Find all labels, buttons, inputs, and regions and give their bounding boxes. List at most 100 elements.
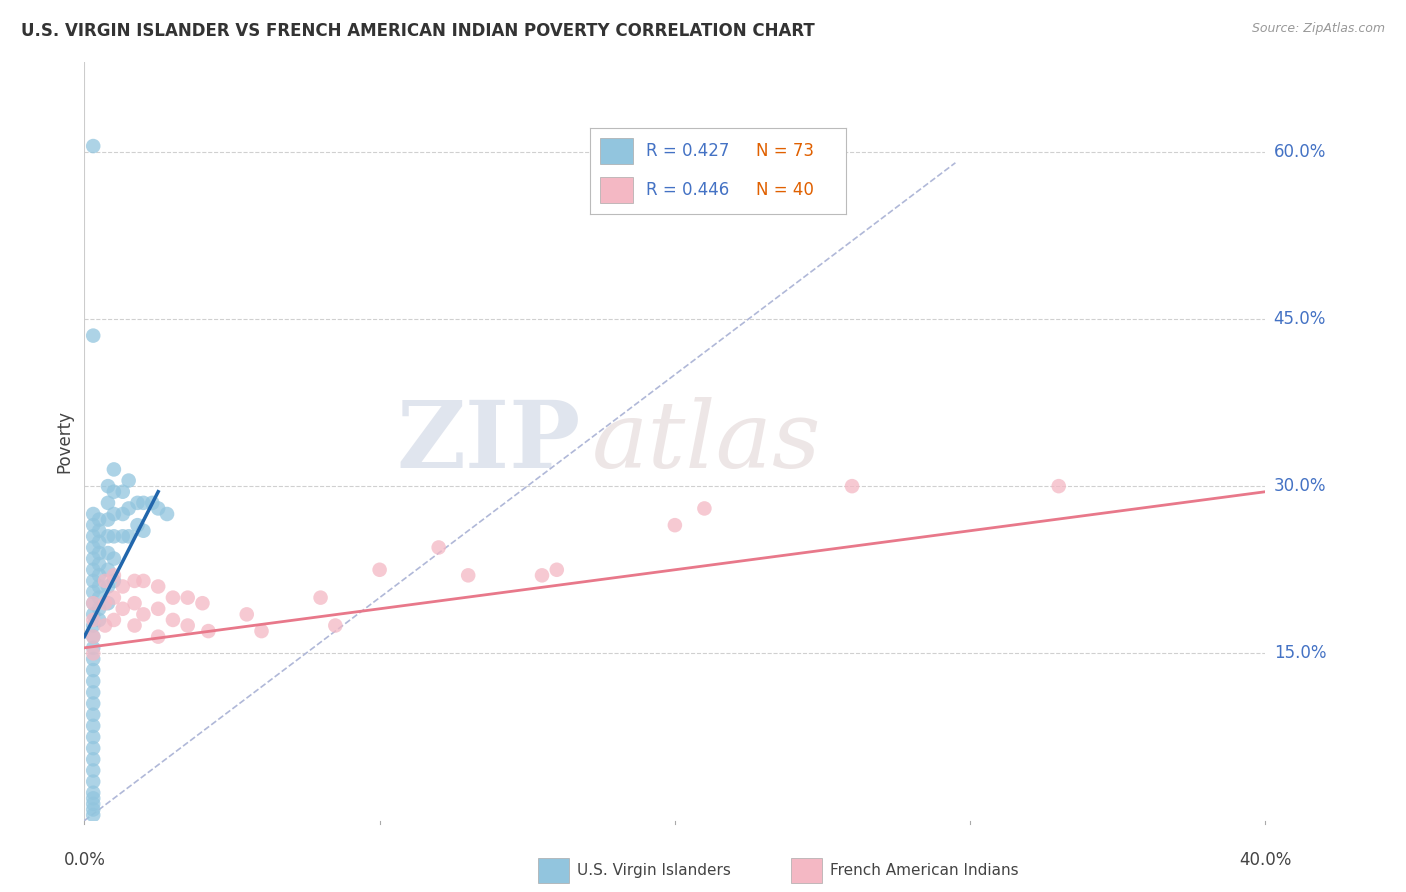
Point xyxy=(127,496,149,510)
Point xyxy=(82,563,104,577)
Point xyxy=(82,685,104,699)
Point xyxy=(97,563,120,577)
Point xyxy=(103,507,125,521)
Point xyxy=(82,730,104,744)
Point xyxy=(111,507,134,521)
Point xyxy=(82,646,104,660)
Point xyxy=(87,591,111,605)
Point xyxy=(87,602,111,616)
Point xyxy=(191,596,214,610)
Point xyxy=(87,613,111,627)
Point xyxy=(82,652,104,666)
Point xyxy=(82,752,104,766)
Point xyxy=(87,557,111,572)
Text: 45.0%: 45.0% xyxy=(1274,310,1326,328)
Point xyxy=(103,613,125,627)
Point xyxy=(127,518,149,533)
Point xyxy=(664,518,686,533)
Point xyxy=(82,518,104,533)
Point xyxy=(82,585,104,599)
Point xyxy=(97,479,120,493)
Point xyxy=(132,496,155,510)
Point xyxy=(156,507,179,521)
Y-axis label: Poverty: Poverty xyxy=(55,410,73,473)
Point xyxy=(82,541,104,555)
Point xyxy=(82,529,104,543)
Point xyxy=(82,596,104,610)
Point xyxy=(693,501,716,516)
FancyBboxPatch shape xyxy=(600,178,633,203)
Point xyxy=(82,551,104,566)
Point xyxy=(82,808,104,822)
Point xyxy=(82,613,104,627)
Point xyxy=(111,484,134,499)
Text: N = 40: N = 40 xyxy=(756,181,814,199)
Point xyxy=(132,524,155,538)
Point xyxy=(427,541,450,555)
Point xyxy=(82,707,104,722)
Point xyxy=(82,328,104,343)
Point xyxy=(82,663,104,677)
Point xyxy=(87,546,111,560)
Point xyxy=(82,791,104,805)
Point xyxy=(118,529,141,543)
Text: N = 73: N = 73 xyxy=(756,142,814,160)
Text: Source: ZipAtlas.com: Source: ZipAtlas.com xyxy=(1251,22,1385,36)
Point xyxy=(111,602,134,616)
Point xyxy=(124,574,146,588)
Point xyxy=(103,568,125,582)
Text: R = 0.427: R = 0.427 xyxy=(647,142,730,160)
Text: 0.0%: 0.0% xyxy=(63,851,105,869)
Point xyxy=(82,774,104,789)
Point xyxy=(132,607,155,622)
Point xyxy=(94,596,117,610)
Point xyxy=(250,624,273,639)
Point xyxy=(103,529,125,543)
Point xyxy=(82,697,104,711)
Point xyxy=(1047,479,1070,493)
Text: R = 0.446: R = 0.446 xyxy=(647,181,730,199)
Text: 40.0%: 40.0% xyxy=(1239,851,1292,869)
Point xyxy=(82,596,104,610)
Point xyxy=(82,607,104,622)
Point xyxy=(82,674,104,689)
Point xyxy=(82,719,104,733)
Point xyxy=(148,501,170,516)
Point xyxy=(97,529,120,543)
Point xyxy=(82,574,104,588)
Point xyxy=(236,607,259,622)
Point xyxy=(97,596,120,610)
Point xyxy=(82,786,104,800)
Point xyxy=(368,563,391,577)
Point xyxy=(103,462,125,476)
Point xyxy=(97,580,120,594)
Point xyxy=(118,501,141,516)
Point xyxy=(103,484,125,499)
Point xyxy=(148,630,170,644)
Point xyxy=(177,591,200,605)
Text: 30.0%: 30.0% xyxy=(1274,477,1326,495)
Point xyxy=(111,529,134,543)
Point xyxy=(82,630,104,644)
Point xyxy=(87,512,111,526)
Point xyxy=(103,551,125,566)
Point xyxy=(111,580,134,594)
Point xyxy=(82,630,104,644)
Point xyxy=(82,618,104,632)
Point xyxy=(148,580,170,594)
Point xyxy=(87,580,111,594)
Point xyxy=(87,535,111,549)
Point xyxy=(97,496,120,510)
Point xyxy=(141,496,163,510)
Point xyxy=(177,618,200,632)
Text: ZIP: ZIP xyxy=(396,397,581,486)
Text: U.S. Virgin Islanders: U.S. Virgin Islanders xyxy=(578,863,731,878)
Text: French American Indians: French American Indians xyxy=(830,863,1019,878)
Point xyxy=(103,591,125,605)
Point xyxy=(87,524,111,538)
Point xyxy=(94,618,117,632)
Point xyxy=(124,596,146,610)
Point xyxy=(82,741,104,756)
Point xyxy=(531,568,554,582)
Point xyxy=(124,618,146,632)
